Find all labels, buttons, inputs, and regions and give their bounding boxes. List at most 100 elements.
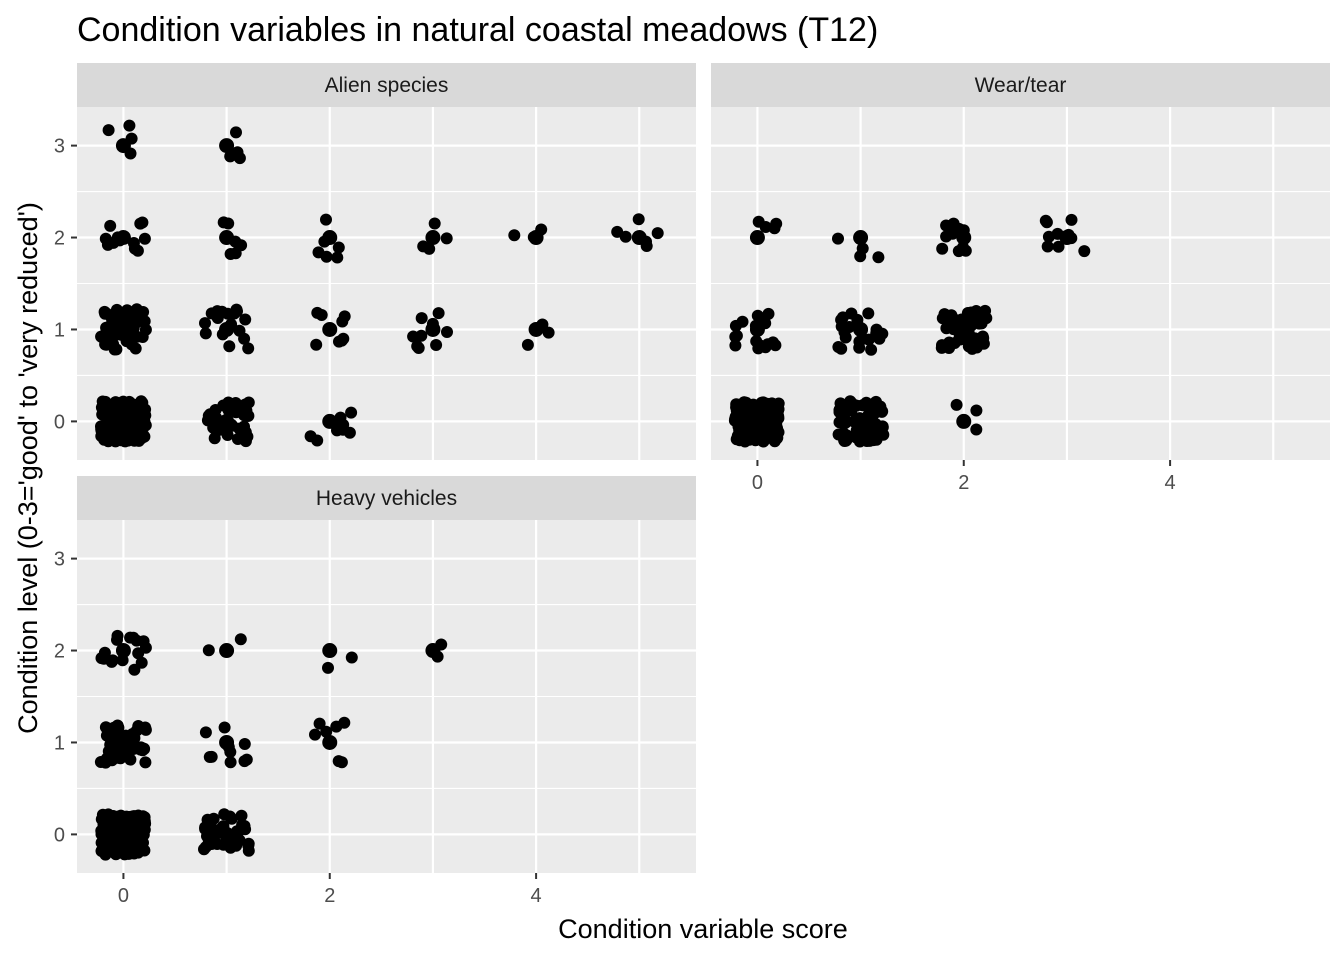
data-point xyxy=(199,327,212,340)
data-point xyxy=(231,305,243,318)
data-point xyxy=(337,418,350,431)
data-point xyxy=(235,809,248,822)
data-point xyxy=(107,338,120,351)
data-point xyxy=(121,304,134,317)
x-tick-label: 0 xyxy=(118,885,129,907)
data-point xyxy=(102,408,115,421)
data-point xyxy=(109,430,122,443)
facet-0: Alien species 0 1 2 3 xyxy=(54,63,696,460)
data-point xyxy=(611,225,624,238)
data-point xyxy=(198,843,210,856)
data-point xyxy=(331,251,344,264)
x-tick-label: 2 xyxy=(958,472,969,494)
y-tick-label: 1 xyxy=(54,732,65,754)
data-point xyxy=(970,404,983,417)
data-point xyxy=(99,721,112,734)
data-point xyxy=(430,339,443,351)
data-point xyxy=(853,230,869,246)
data-point xyxy=(407,330,420,343)
data-point xyxy=(242,844,255,857)
data-point xyxy=(115,413,131,429)
data-point xyxy=(115,321,131,337)
data-point xyxy=(440,232,453,245)
data-point xyxy=(425,321,441,337)
data-point xyxy=(219,826,235,842)
data-point xyxy=(116,839,129,852)
data-point xyxy=(224,248,237,260)
facet-2: Heavy vehicles 0 1 2 3 0 2 4 xyxy=(54,476,696,907)
data-point xyxy=(238,405,251,418)
data-point xyxy=(729,319,742,332)
data-point xyxy=(238,420,250,433)
data-point xyxy=(832,232,844,245)
data-point xyxy=(238,738,251,750)
data-point xyxy=(853,321,869,337)
data-point xyxy=(322,230,338,246)
data-point xyxy=(222,217,235,230)
data-point xyxy=(936,242,949,255)
data-point xyxy=(221,307,234,320)
data-point xyxy=(115,643,131,659)
facet-1: Wear/tear 0 2 4 xyxy=(711,63,1330,494)
data-point xyxy=(863,434,876,447)
data-point xyxy=(1042,230,1055,243)
data-point xyxy=(730,433,743,446)
x-tick-label: 4 xyxy=(1165,472,1176,494)
data-point xyxy=(102,124,115,137)
data-point xyxy=(219,138,235,154)
data-point xyxy=(853,413,869,429)
data-point xyxy=(203,816,216,829)
data-point xyxy=(101,238,114,251)
data-point xyxy=(136,216,149,229)
data-point xyxy=(129,342,142,355)
data-point xyxy=(138,818,151,830)
data-point xyxy=(335,756,348,769)
data-point xyxy=(853,341,866,354)
data-point xyxy=(769,404,782,417)
data-point xyxy=(345,651,358,664)
data-point xyxy=(750,335,763,348)
data-point xyxy=(947,323,960,336)
data-point xyxy=(115,230,131,246)
data-point xyxy=(128,663,141,676)
data-point xyxy=(1052,240,1065,253)
data-point xyxy=(203,751,216,763)
data-point xyxy=(322,413,338,429)
data-point xyxy=(315,309,328,321)
data-point xyxy=(956,413,972,429)
data-point xyxy=(837,407,850,420)
data-point xyxy=(100,323,113,336)
data-point xyxy=(651,227,664,240)
data-point xyxy=(956,230,972,246)
data-point xyxy=(632,213,645,226)
data-point xyxy=(312,246,325,259)
data-point xyxy=(870,419,883,432)
data-point xyxy=(127,631,140,644)
data-point xyxy=(412,342,425,354)
data-point xyxy=(853,435,866,448)
data-point xyxy=(107,399,120,412)
data-point xyxy=(1040,216,1053,229)
data-point xyxy=(309,728,321,741)
data-point xyxy=(876,327,889,340)
data-point xyxy=(945,309,958,322)
y-tick-label: 0 xyxy=(54,824,65,846)
facet-strip-label: Wear/tear xyxy=(975,74,1067,97)
data-point xyxy=(219,413,235,429)
data-point xyxy=(322,734,338,750)
data-point xyxy=(332,241,345,254)
data-point xyxy=(749,413,765,429)
data-point xyxy=(767,336,779,349)
data-point xyxy=(313,717,326,730)
data-point xyxy=(338,310,351,323)
data-point xyxy=(757,405,769,418)
y-tick-label: 2 xyxy=(54,641,65,663)
data-point xyxy=(137,635,150,648)
data-point xyxy=(218,721,231,734)
data-point xyxy=(542,326,555,339)
data-point xyxy=(95,423,108,436)
data-point xyxy=(631,230,647,246)
data-point xyxy=(749,230,765,246)
data-point xyxy=(224,756,237,769)
data-point xyxy=(850,399,863,412)
